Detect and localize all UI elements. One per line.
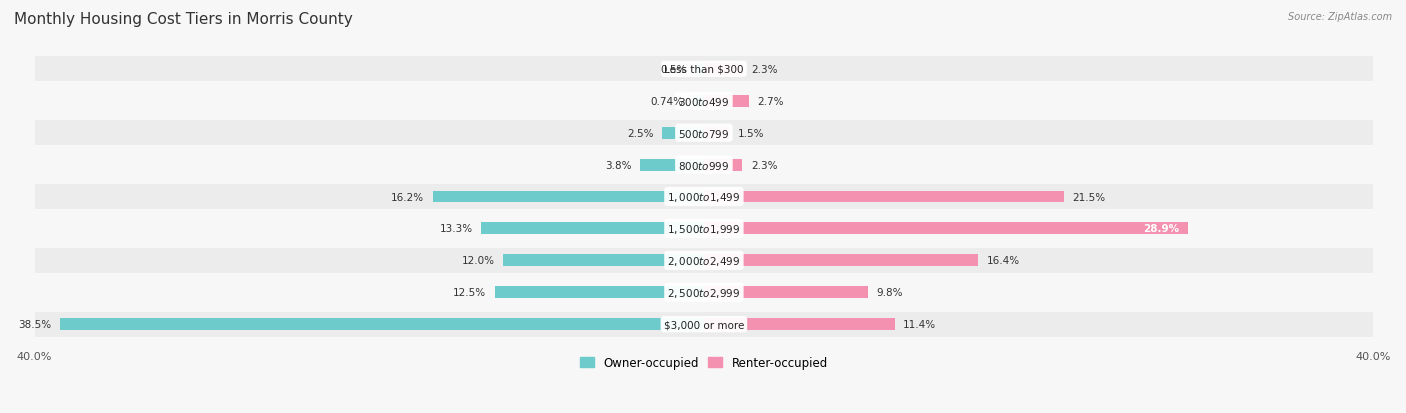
Bar [704,64,742,76]
Text: 13.3%: 13.3% [440,224,472,234]
Bar [692,95,704,107]
Text: Source: ZipAtlas.com: Source: ZipAtlas.com [1288,12,1392,22]
Text: Monthly Housing Cost Tiers in Morris County: Monthly Housing Cost Tiers in Morris Cou… [14,12,353,27]
Text: $300 to $499: $300 to $499 [678,95,730,107]
Bar [59,318,704,330]
Text: $2,500 to $2,999: $2,500 to $2,999 [668,286,741,299]
Text: 2.5%: 2.5% [627,128,654,138]
Text: 1.5%: 1.5% [737,128,763,138]
Bar [704,318,894,330]
Text: $2,000 to $2,499: $2,000 to $2,499 [668,254,741,267]
Text: 38.5%: 38.5% [18,319,51,330]
Text: 2.7%: 2.7% [758,97,785,107]
Text: 21.5%: 21.5% [1073,192,1105,202]
Bar [704,159,742,171]
Bar [35,216,1374,241]
Text: 12.5%: 12.5% [453,287,486,297]
Bar [503,255,704,267]
Bar [433,191,704,203]
Text: $800 to $999: $800 to $999 [678,159,730,171]
Bar [704,95,749,107]
Text: 2.3%: 2.3% [751,160,778,170]
Bar [35,57,1374,82]
Bar [704,287,868,299]
Text: 16.2%: 16.2% [391,192,425,202]
Bar [35,89,1374,114]
Text: 0.74%: 0.74% [650,97,683,107]
Text: 12.0%: 12.0% [461,256,495,266]
Bar [35,185,1374,209]
Bar [35,280,1374,305]
Bar [704,255,979,267]
Bar [481,223,704,235]
Text: $1,000 to $1,499: $1,000 to $1,499 [668,190,741,204]
Bar [35,153,1374,178]
Text: Less than $300: Less than $300 [664,65,744,75]
Text: 28.9%: 28.9% [1143,224,1180,234]
Bar [704,127,730,139]
Bar [640,159,704,171]
Text: 0.5%: 0.5% [661,65,688,75]
Bar [35,312,1374,337]
Bar [35,121,1374,146]
Text: 16.4%: 16.4% [987,256,1019,266]
Bar [662,127,704,139]
Text: $3,000 or more: $3,000 or more [664,319,744,330]
Text: 2.3%: 2.3% [751,65,778,75]
Bar [35,248,1374,273]
Text: 11.4%: 11.4% [903,319,936,330]
Bar [704,223,1188,235]
Legend: Owner-occupied, Renter-occupied: Owner-occupied, Renter-occupied [575,351,832,374]
Text: 9.8%: 9.8% [876,287,903,297]
Text: $500 to $799: $500 to $799 [678,127,730,139]
Text: $1,500 to $1,999: $1,500 to $1,999 [668,222,741,235]
Text: 3.8%: 3.8% [606,160,631,170]
Bar [704,191,1064,203]
Bar [696,64,704,76]
Bar [495,287,704,299]
